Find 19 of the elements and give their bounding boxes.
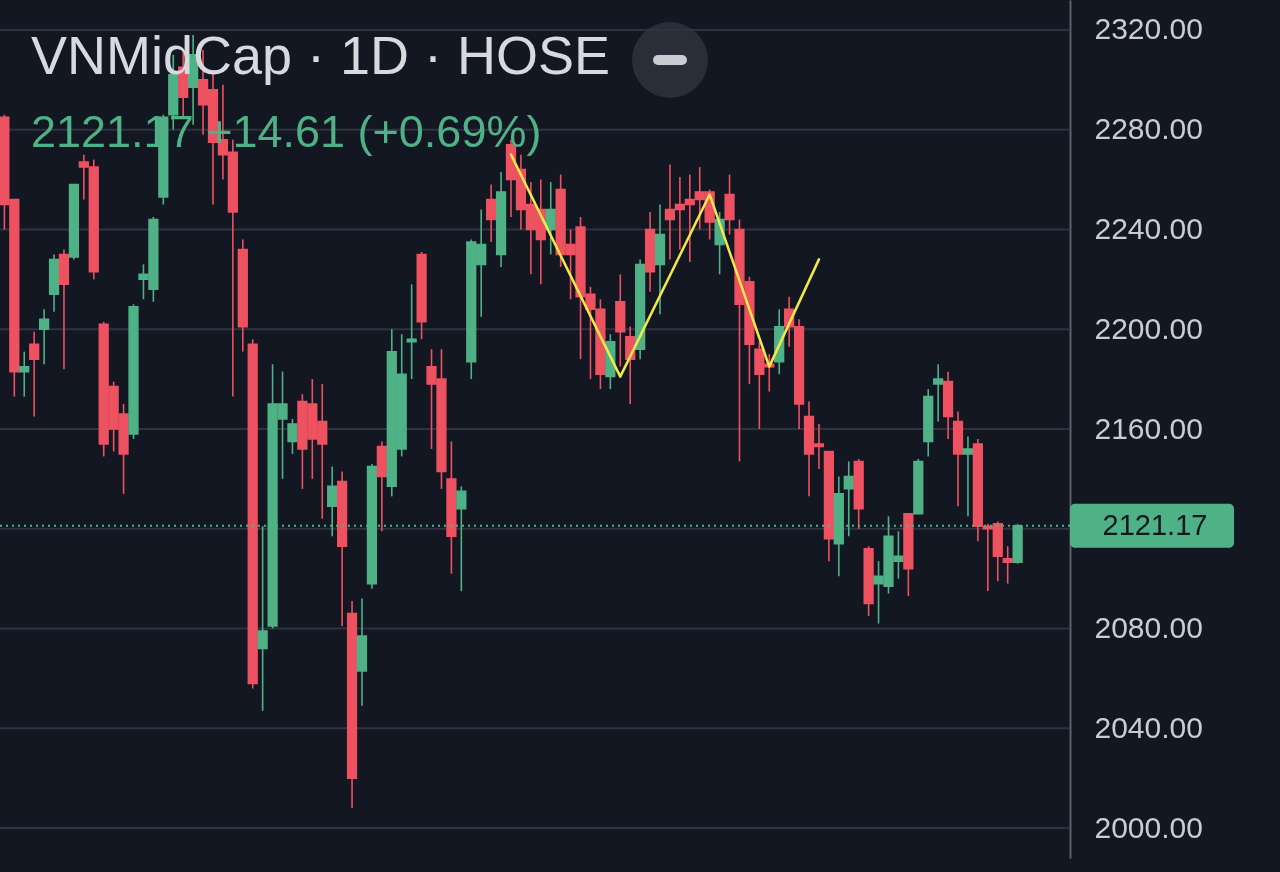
- y-tick-label: 2000.00: [1094, 810, 1203, 844]
- candlestick: [486, 183, 497, 243]
- y-tick-label: 2320.00: [1094, 12, 1203, 46]
- ref-line-label: 2121.17: [1102, 508, 1208, 541]
- y-tick-label: 2200.00: [1094, 311, 1203, 345]
- candlestick: [38, 308, 50, 365]
- candlestick: [962, 435, 974, 518]
- candlestick: [933, 363, 944, 423]
- candlestick: [406, 283, 417, 380]
- candlestick: [545, 181, 556, 256]
- candlestick: [29, 330, 40, 418]
- y-tick-label: 2280.00: [1094, 112, 1203, 146]
- y-tick-label: 2240.00: [1094, 211, 1203, 245]
- candlestick: [287, 418, 298, 455]
- candlestick: [1002, 545, 1013, 585]
- y-tick-label: 2160.00: [1094, 411, 1203, 445]
- candlestick: [19, 350, 30, 398]
- y-tick-label: 2040.00: [1094, 710, 1203, 744]
- y-tick-label: 2080.00: [1094, 611, 1203, 645]
